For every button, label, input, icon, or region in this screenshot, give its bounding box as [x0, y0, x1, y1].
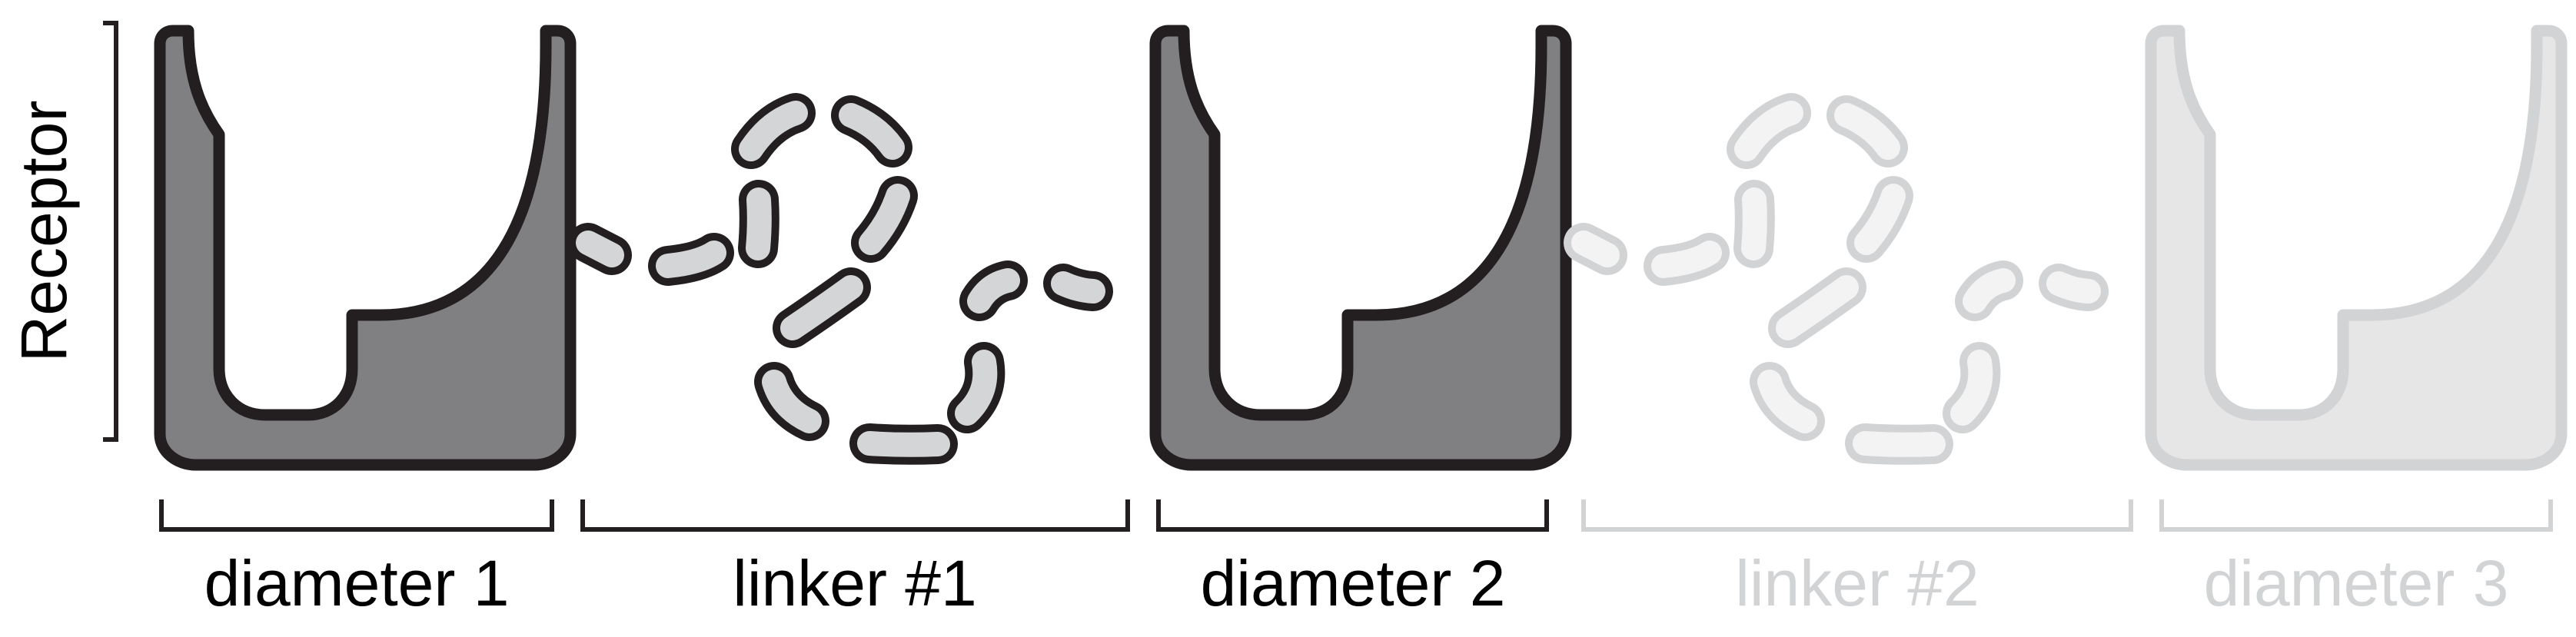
diameter-1-label: diameter 1 — [204, 547, 510, 619]
diameter-1-bracket — [161, 499, 552, 529]
receptor-bracket — [103, 23, 118, 440]
diameter-2-block — [1155, 31, 1566, 465]
linker-2-bracket — [1584, 499, 2131, 529]
linker-2-chain — [1584, 113, 2089, 445]
diameter-2-label: diameter 2 — [1201, 547, 1506, 619]
linker-1-label: linker #1 — [733, 547, 977, 619]
diameter-2-bracket — [1158, 499, 1547, 529]
diameter-3-block — [2151, 31, 2561, 465]
linker-1-bracket — [583, 499, 1128, 529]
linker-2-label: linker #2 — [1735, 547, 1979, 619]
linker-1-chain — [588, 113, 1093, 445]
diameter-3-bracket — [2162, 499, 2551, 529]
diameter-1-block — [160, 31, 570, 465]
receptor-label: Receptor — [8, 101, 80, 363]
diameter-3-label: diameter 3 — [2204, 547, 2509, 619]
